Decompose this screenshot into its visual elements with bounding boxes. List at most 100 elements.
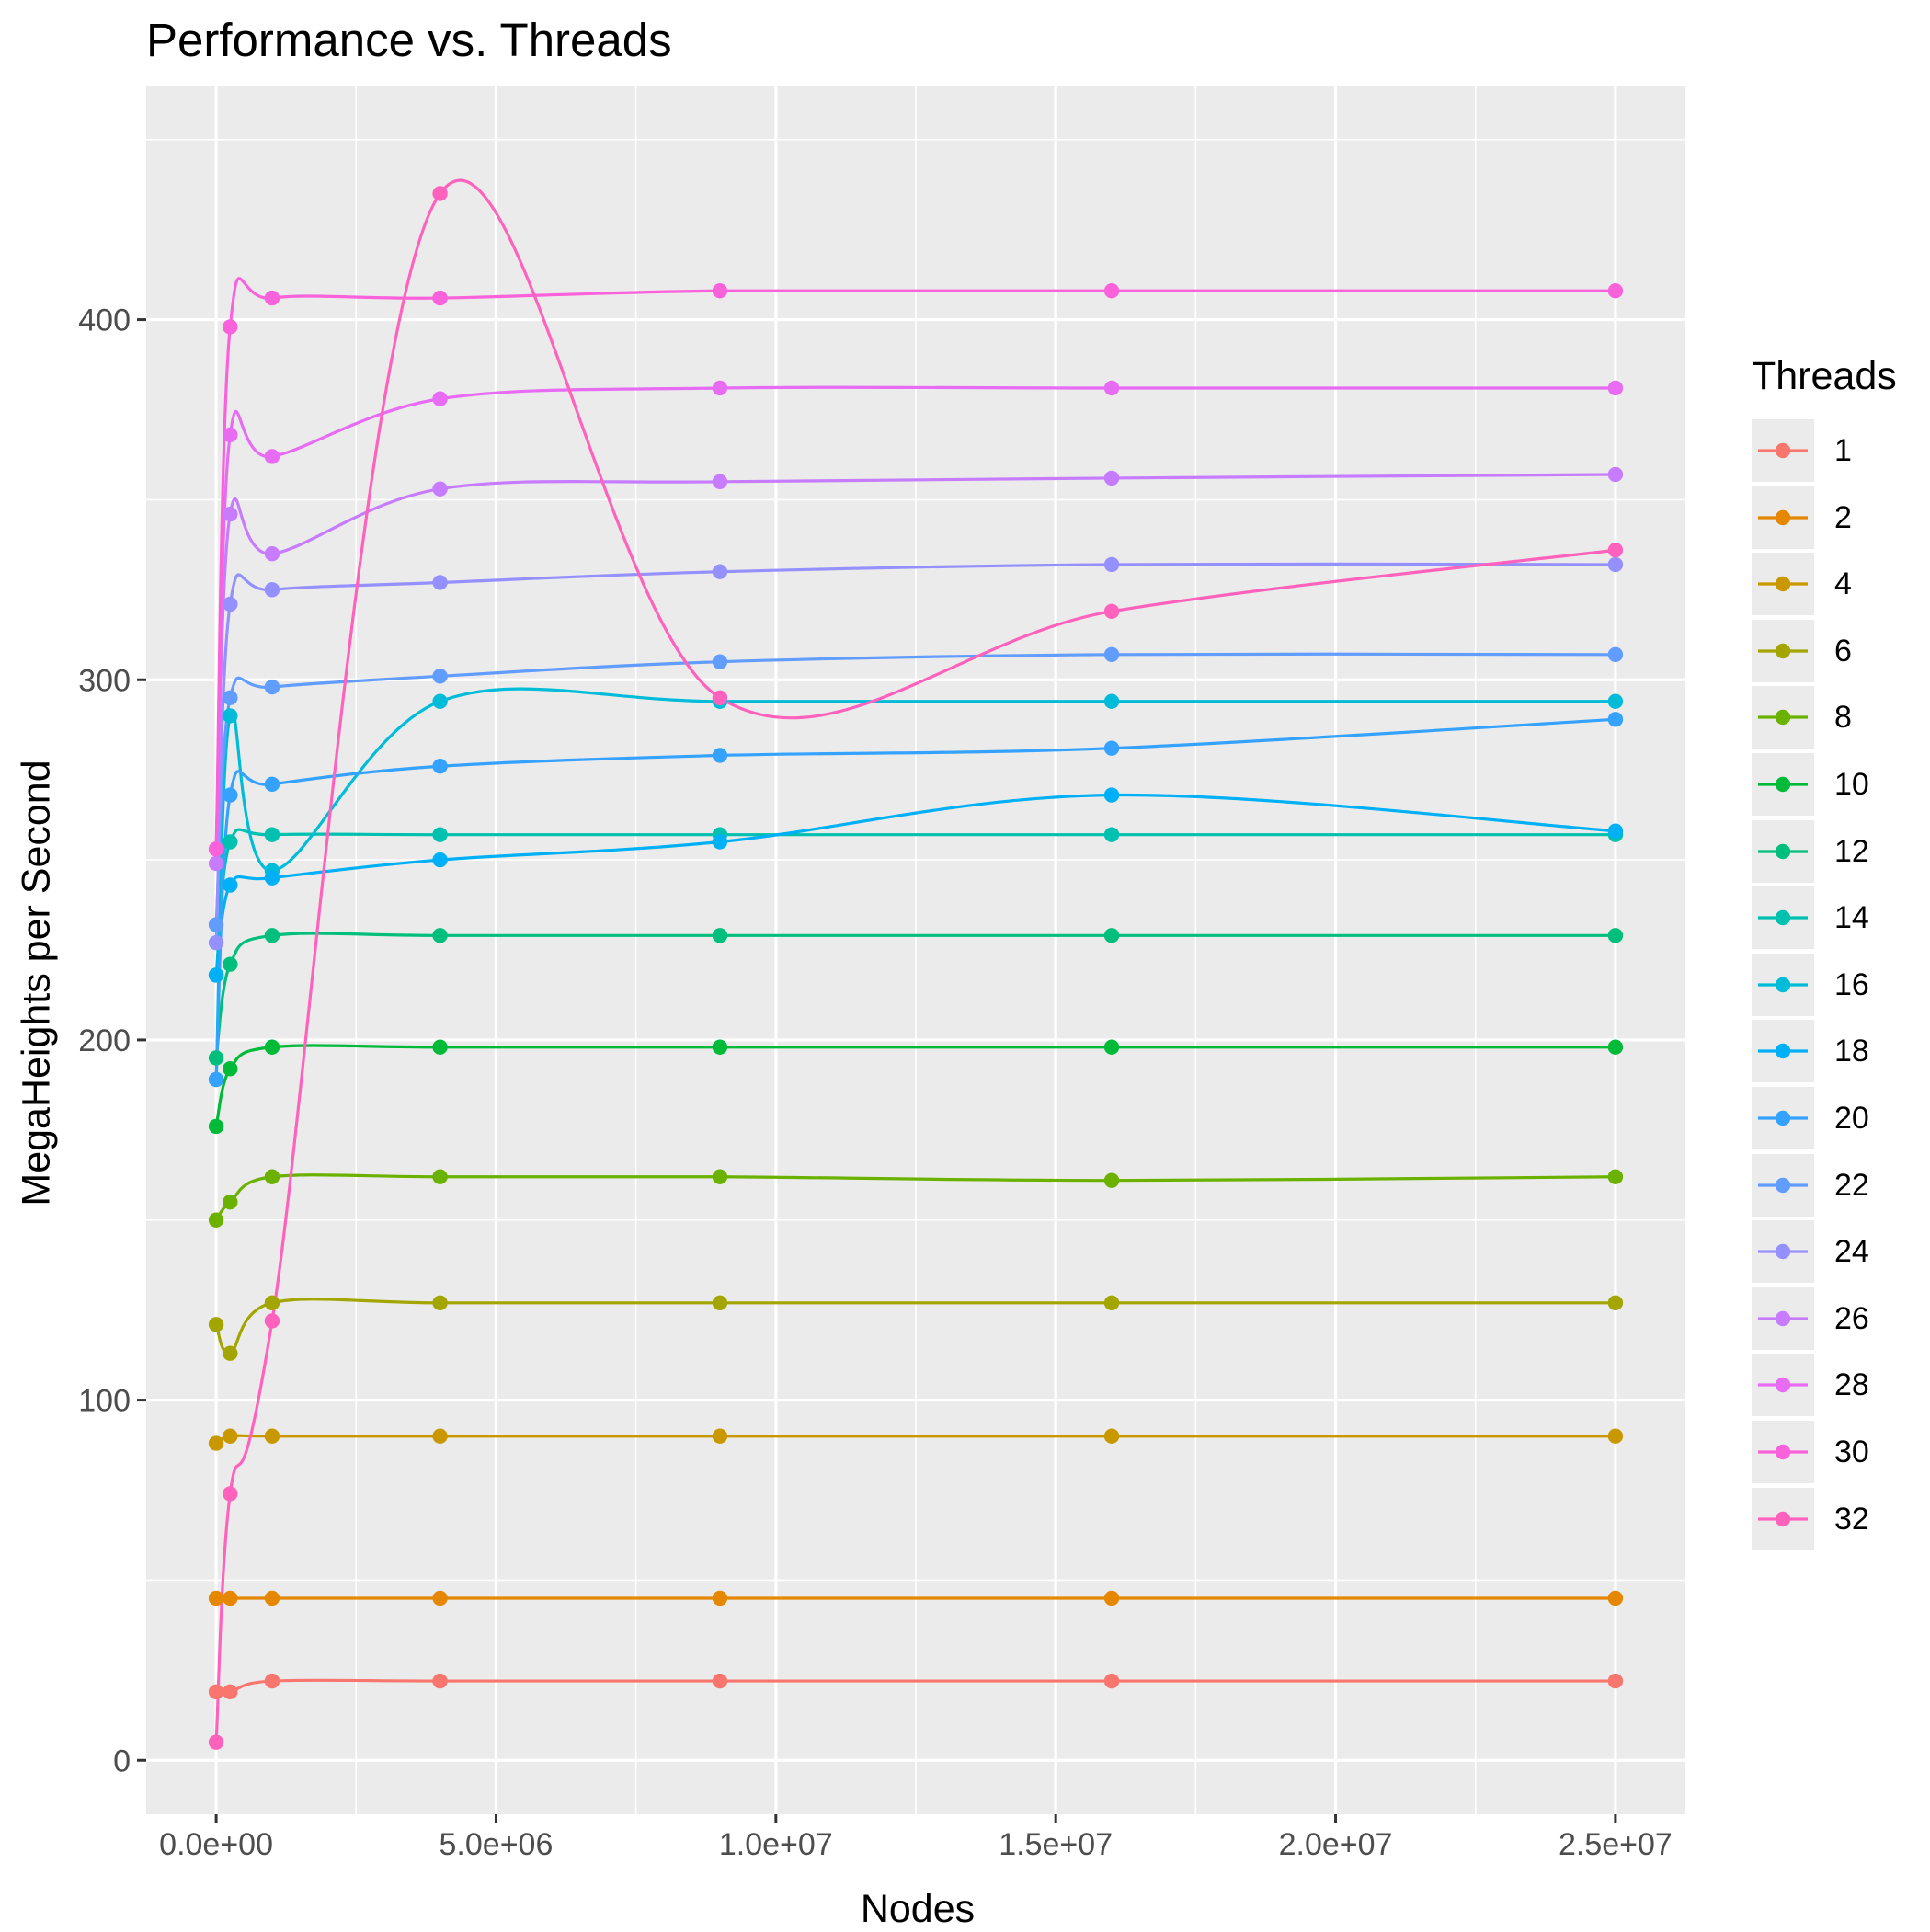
legend-label: 14 — [1834, 900, 1869, 936]
point-2 — [264, 1590, 280, 1606]
legend-key — [1752, 1286, 1814, 1350]
point-1 — [432, 1673, 448, 1689]
legend-key-point — [1775, 1177, 1791, 1193]
point-4 — [1103, 1428, 1120, 1444]
point-30 — [264, 290, 280, 306]
point-12 — [264, 928, 280, 943]
point-22 — [712, 654, 728, 669]
point-30 — [208, 841, 224, 857]
point-26 — [1103, 470, 1120, 486]
point-20 — [208, 1071, 224, 1088]
point-28 — [1103, 380, 1120, 396]
point-30 — [432, 290, 448, 306]
legend-key — [1752, 752, 1814, 816]
point-16 — [223, 708, 238, 724]
legend-item-24: 24 — [1752, 1220, 1897, 1287]
point-6 — [712, 1295, 728, 1311]
point-30 — [223, 319, 238, 335]
point-4 — [1607, 1428, 1624, 1444]
point-30 — [1607, 283, 1624, 299]
point-20 — [1607, 712, 1624, 727]
point-18 — [223, 877, 238, 893]
point-1 — [1103, 1673, 1120, 1689]
y-tick-label: 100 — [78, 1384, 131, 1419]
legend-key — [1752, 1420, 1814, 1483]
legend: Threads 1 2 4 6 8 10 12 14 16 18 20 22 24 26 28 30 32 — [1752, 354, 1897, 1554]
legend-item-2: 2 — [1752, 486, 1897, 554]
legend-label: 2 — [1834, 499, 1852, 535]
legend-label: 8 — [1834, 700, 1852, 736]
legend-item-1: 1 — [1752, 419, 1897, 486]
point-14 — [432, 827, 448, 842]
point-20 — [432, 759, 448, 774]
legend-key — [1752, 1086, 1814, 1149]
point-6 — [264, 1295, 280, 1311]
point-32 — [208, 1734, 224, 1750]
point-28 — [264, 449, 280, 464]
point-10 — [1607, 1039, 1624, 1055]
point-28 — [712, 380, 728, 396]
point-26 — [208, 855, 224, 872]
point-32 — [1607, 543, 1624, 558]
series-line-12 — [214, 932, 1616, 1058]
point-1 — [223, 1684, 238, 1700]
series-line-30 — [214, 277, 1616, 850]
legend-label: 18 — [1834, 1034, 1869, 1069]
point-2 — [208, 1590, 224, 1606]
legend-label: 24 — [1834, 1234, 1869, 1270]
legend-item-26: 26 — [1752, 1286, 1897, 1355]
point-30 — [712, 283, 728, 299]
point-22 — [1103, 646, 1120, 663]
legend-key-point — [1775, 1044, 1791, 1059]
point-24 — [1607, 556, 1624, 573]
point-18 — [264, 870, 280, 886]
legend-items: 1 2 4 6 8 10 12 14 16 18 20 22 24 26 28 30 32 — [1752, 419, 1897, 1554]
legend-key — [1752, 1487, 1814, 1550]
x-tick-label: 1.5e+07 — [999, 1827, 1113, 1862]
x-tick-label: 0.0e+00 — [159, 1827, 273, 1862]
legend-key-point — [1775, 843, 1791, 859]
point-12 — [208, 1050, 224, 1066]
point-8 — [1607, 1169, 1624, 1184]
legend-label: 20 — [1834, 1100, 1869, 1136]
point-12 — [1607, 928, 1624, 943]
x-tick-label: 2.5e+07 — [1559, 1827, 1673, 1862]
legend-label: 30 — [1834, 1434, 1869, 1469]
legend-item-14: 14 — [1752, 886, 1897, 954]
legend-key-point — [1775, 710, 1791, 726]
point-8 — [264, 1169, 280, 1184]
legend-label: 12 — [1834, 833, 1869, 869]
legend-item-18: 18 — [1752, 1020, 1897, 1087]
point-16 — [432, 693, 448, 709]
point-28 — [432, 391, 448, 406]
legend-key — [1752, 819, 1814, 883]
point-6 — [1607, 1295, 1624, 1311]
point-22 — [432, 669, 448, 684]
legend-key — [1752, 1220, 1814, 1284]
legend-key — [1752, 886, 1814, 950]
point-2 — [1103, 1590, 1120, 1606]
legend-label: 26 — [1834, 1300, 1869, 1336]
series-points — [208, 186, 1624, 1750]
point-2 — [432, 1590, 448, 1606]
legend-key — [1752, 553, 1814, 616]
legend-key — [1752, 686, 1814, 749]
legend-key-point — [1775, 909, 1791, 926]
legend-key-point — [1775, 1444, 1791, 1460]
x-tick-label: 5.0e+06 — [440, 1827, 554, 1862]
legend-key — [1752, 619, 1814, 682]
legend-label: 1 — [1834, 433, 1852, 468]
legend-item-10: 10 — [1752, 752, 1897, 820]
legend-item-6: 6 — [1752, 619, 1897, 687]
legend-item-20: 20 — [1752, 1086, 1897, 1154]
legend-key — [1752, 1020, 1814, 1083]
legend-label: 6 — [1834, 633, 1852, 669]
point-26 — [264, 545, 280, 562]
point-26 — [1607, 466, 1624, 483]
point-22 — [208, 917, 224, 932]
point-1 — [264, 1673, 280, 1689]
series-line-4 — [215, 1434, 1616, 1446]
legend-title: Threads — [1752, 354, 1897, 398]
point-24 — [712, 564, 728, 579]
legend-key-point — [1775, 576, 1791, 592]
